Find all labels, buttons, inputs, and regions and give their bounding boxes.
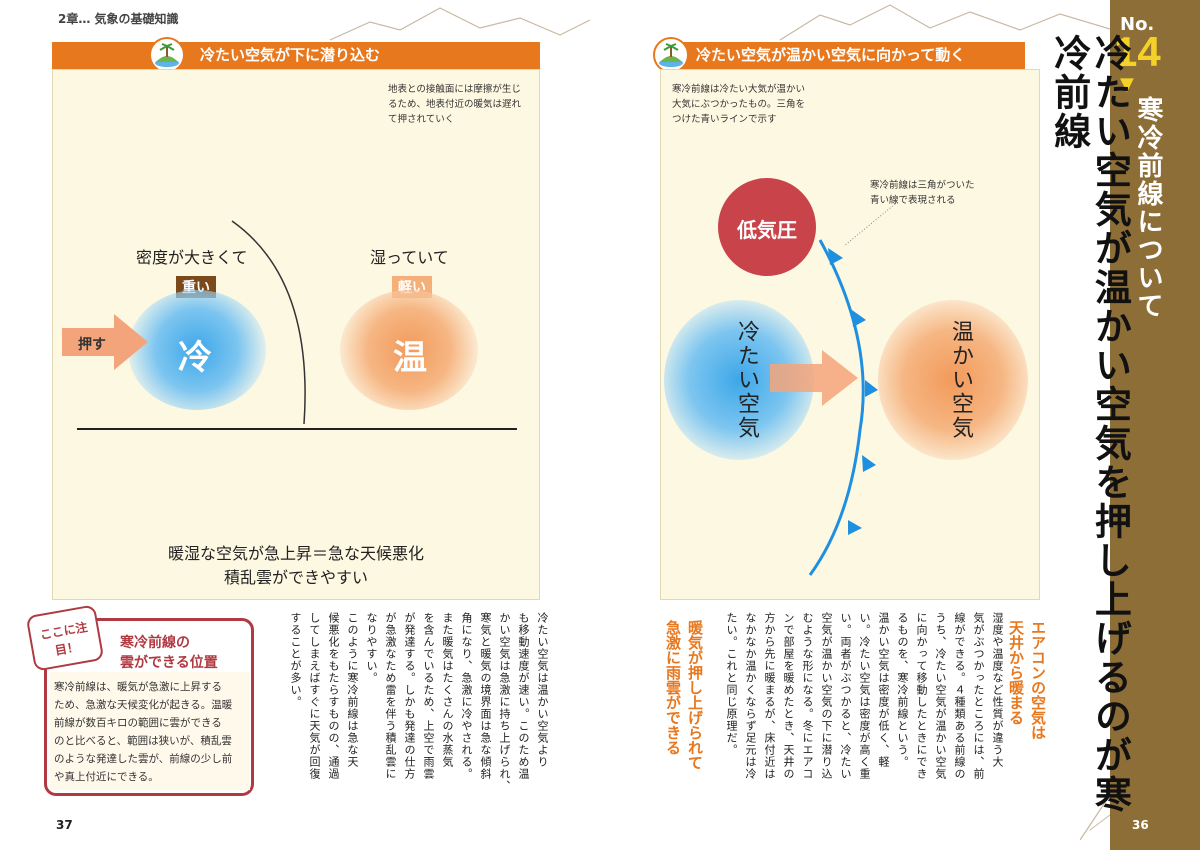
leader-line: [843, 203, 896, 247]
body-line: 空気が温かい空気の下に潜り込: [820, 612, 833, 780]
body-line: 冷たい空気は温かい空気より: [536, 612, 549, 768]
body-line: を含んでいるため、上空で雨雲: [422, 612, 435, 780]
front-note: 寒冷前線は三角がついた 青い線で表現される: [870, 178, 1030, 208]
body-line: このように寒冷前線は急な天: [346, 612, 359, 768]
body-line: 湿度や温度など性質が違う大: [991, 612, 1004, 768]
island-icon: [149, 37, 185, 73]
arrow-icon: ▼: [1120, 74, 1134, 95]
body-line: 気がぶつかったところには、前: [972, 612, 985, 780]
push-arrow: [62, 314, 148, 370]
callout-line: のと比べると、範囲は狭いが、積乱雲: [54, 735, 232, 747]
body-line: 線ができる。４種類ある前線の: [953, 612, 966, 780]
chapter-sidebar: [1110, 0, 1200, 850]
callout-line: 前線が数百キロの範囲に雲ができる: [54, 717, 222, 729]
page-number-left: 37: [56, 818, 73, 832]
body-line: うち、冷たい空気が温かい空気: [934, 612, 947, 780]
body-line: 方から先に暖まるが、床付近は: [763, 612, 776, 780]
cold-air-label: 冷たい空気: [734, 320, 759, 440]
low-pressure-label: 低気圧: [737, 218, 797, 242]
heading-line: 急激に雨雲ができる: [664, 620, 682, 755]
body-line: るものを、寒冷前線という。: [896, 612, 909, 768]
move-arrow: [770, 350, 858, 406]
cold-front-line: [808, 239, 878, 576]
left-panel-note: 地表との接触面には摩擦が生じ るため、地表付近の暖気は遅れ て押されていく: [388, 82, 538, 127]
cold-air-blob: [128, 290, 266, 410]
callout-text-panel: 寒冷前線は、暖気が急激に上昇する ため、急激な天候変化が起きる。温暖 前線が数百…: [50, 672, 250, 790]
right-panel-title-bar: 冷たい空気が温かい空気に向かって動く: [660, 42, 1025, 69]
body-line: が急激なため雷を伴う積乱雲に: [384, 612, 397, 780]
heading-line: 天井から暖まる: [1007, 620, 1025, 725]
body-line: むような形になる。冬にエアコ: [801, 612, 814, 780]
left-panel-title-bar: 冷たい空気が下に潜り込む: [52, 42, 540, 69]
warm-air-blob: [340, 290, 478, 410]
body-line: なりやすい。: [365, 612, 378, 684]
body-line: 温かい空気は密度が低く、軽: [877, 612, 890, 768]
body-line: 候悪化をもたらすものの、通過: [327, 612, 340, 780]
callout-line: のような発達した雲が、前線の少し前: [54, 753, 233, 765]
note-line: て押されていく: [388, 114, 455, 125]
callout-title-1: 寒冷前線の: [120, 635, 190, 651]
page-number-right: 36: [1132, 818, 1149, 832]
body-line: ンで部屋を暖めたとき、天井の: [782, 612, 795, 780]
note-line: 地表との接触面には摩擦が生じ: [388, 84, 521, 95]
mountain-sketch-top: [330, 4, 1120, 41]
chapter-header: 2章… 気象の基礎知識: [58, 12, 179, 26]
cold-air-char: 冷: [178, 338, 212, 378]
right-body-text: 湿度や温度など性質が違う大 気がぶつかったところには、前 線ができる。４種類ある…: [712, 612, 1007, 832]
note-line: 大気にぶつかったもの。三角を: [672, 99, 806, 110]
body-line: かい空気は急激に持ち上げられ、: [498, 612, 511, 792]
callout-title-2: 雲ができる位置: [120, 655, 218, 671]
note-line: るため、地表付近の暖気は遅れ: [388, 99, 522, 110]
number-label: No.: [1120, 14, 1155, 35]
body-line: してしまえばすぐに天気が回復: [308, 612, 321, 780]
note-line: 寒冷前線は三角がついた: [870, 180, 975, 191]
note-line: 青い線で表現される: [870, 195, 956, 206]
warm-air-label: 温かい空気: [948, 320, 973, 440]
warm-air-blob: [878, 300, 1028, 460]
rain-heading: 暖気が押し上げられて 急激に雨雲ができる: [662, 620, 706, 820]
body-line: なかなか温かくならず足元は冷: [744, 612, 757, 780]
callout-badge: ここに注目！: [25, 604, 105, 672]
push-label: 押す: [78, 337, 106, 353]
warm-air-char: 温: [393, 338, 427, 378]
body-line: たい。これと同じ原理だ。: [725, 612, 738, 756]
callout-line: ため、急激な天候変化が起きる。温暖: [54, 699, 233, 711]
topic-label: 寒冷前線について: [1133, 96, 1163, 320]
conclusion-line-1: 暖湿な空気が急上昇＝急な天候悪化: [167, 544, 424, 563]
humid-label: 湿っていて: [370, 248, 449, 267]
body-line: い。冷たい空気は密度が高く重: [858, 612, 871, 780]
note-line: つけた青いラインで示す: [672, 114, 777, 125]
body-line: に向かって移動したときにでき: [915, 612, 928, 780]
heading-line: 暖気が押し上げられて: [686, 620, 704, 770]
callout-line: や真上付近にできる。: [54, 771, 159, 783]
front-boundary-curve: [77, 220, 517, 430]
note-line: 寒冷前線は冷たい大気が温かい: [672, 84, 806, 95]
density-label: 密度が大きくて: [136, 248, 248, 267]
article-number: 14: [1114, 28, 1161, 75]
callout-line: 寒冷前線は、暖気が急激に上昇する: [54, 681, 222, 693]
left-body-text: 冷たい空気は温かい空気より も移動速度が速い。このため温 かい空気は急激に持ち上…: [282, 612, 552, 832]
low-pressure-circle: [718, 178, 816, 276]
body-line: また暖気はたくさんの水蒸気: [441, 612, 454, 768]
aircon-heading: エアコンの空気は 天井から暖まる: [1005, 620, 1049, 820]
main-title: 冷たい空気が温かい空気を押し上げるのが寒冷前線: [1047, 34, 1132, 814]
island-icon: [653, 37, 689, 73]
body-line: 角になり、急激に冷やされる。: [460, 612, 473, 780]
body-line: 寒気と暖気の境界面は急な傾斜: [479, 612, 492, 780]
conclusion-line-2: 積乱雲ができやすい: [223, 568, 368, 587]
left-panel-title: 冷たい空気が下に潜り込む: [200, 46, 381, 64]
body-line: することが多い。: [289, 612, 302, 708]
body-line: い。両者がぶつかると、冷たい: [839, 612, 852, 780]
heading-line: エアコンの空気は: [1029, 620, 1047, 740]
right-panel-title: 冷たい空気が温かい空気に向かって動く: [696, 46, 966, 64]
body-line: が発達する。しかも発達の仕方: [403, 612, 416, 780]
body-line: も移動速度が速い。このため温: [517, 612, 530, 780]
right-panel-note: 寒冷前線は冷たい大気が温かい 大気にぶつかったもの。三角を つけた青いラインで示…: [672, 82, 872, 127]
